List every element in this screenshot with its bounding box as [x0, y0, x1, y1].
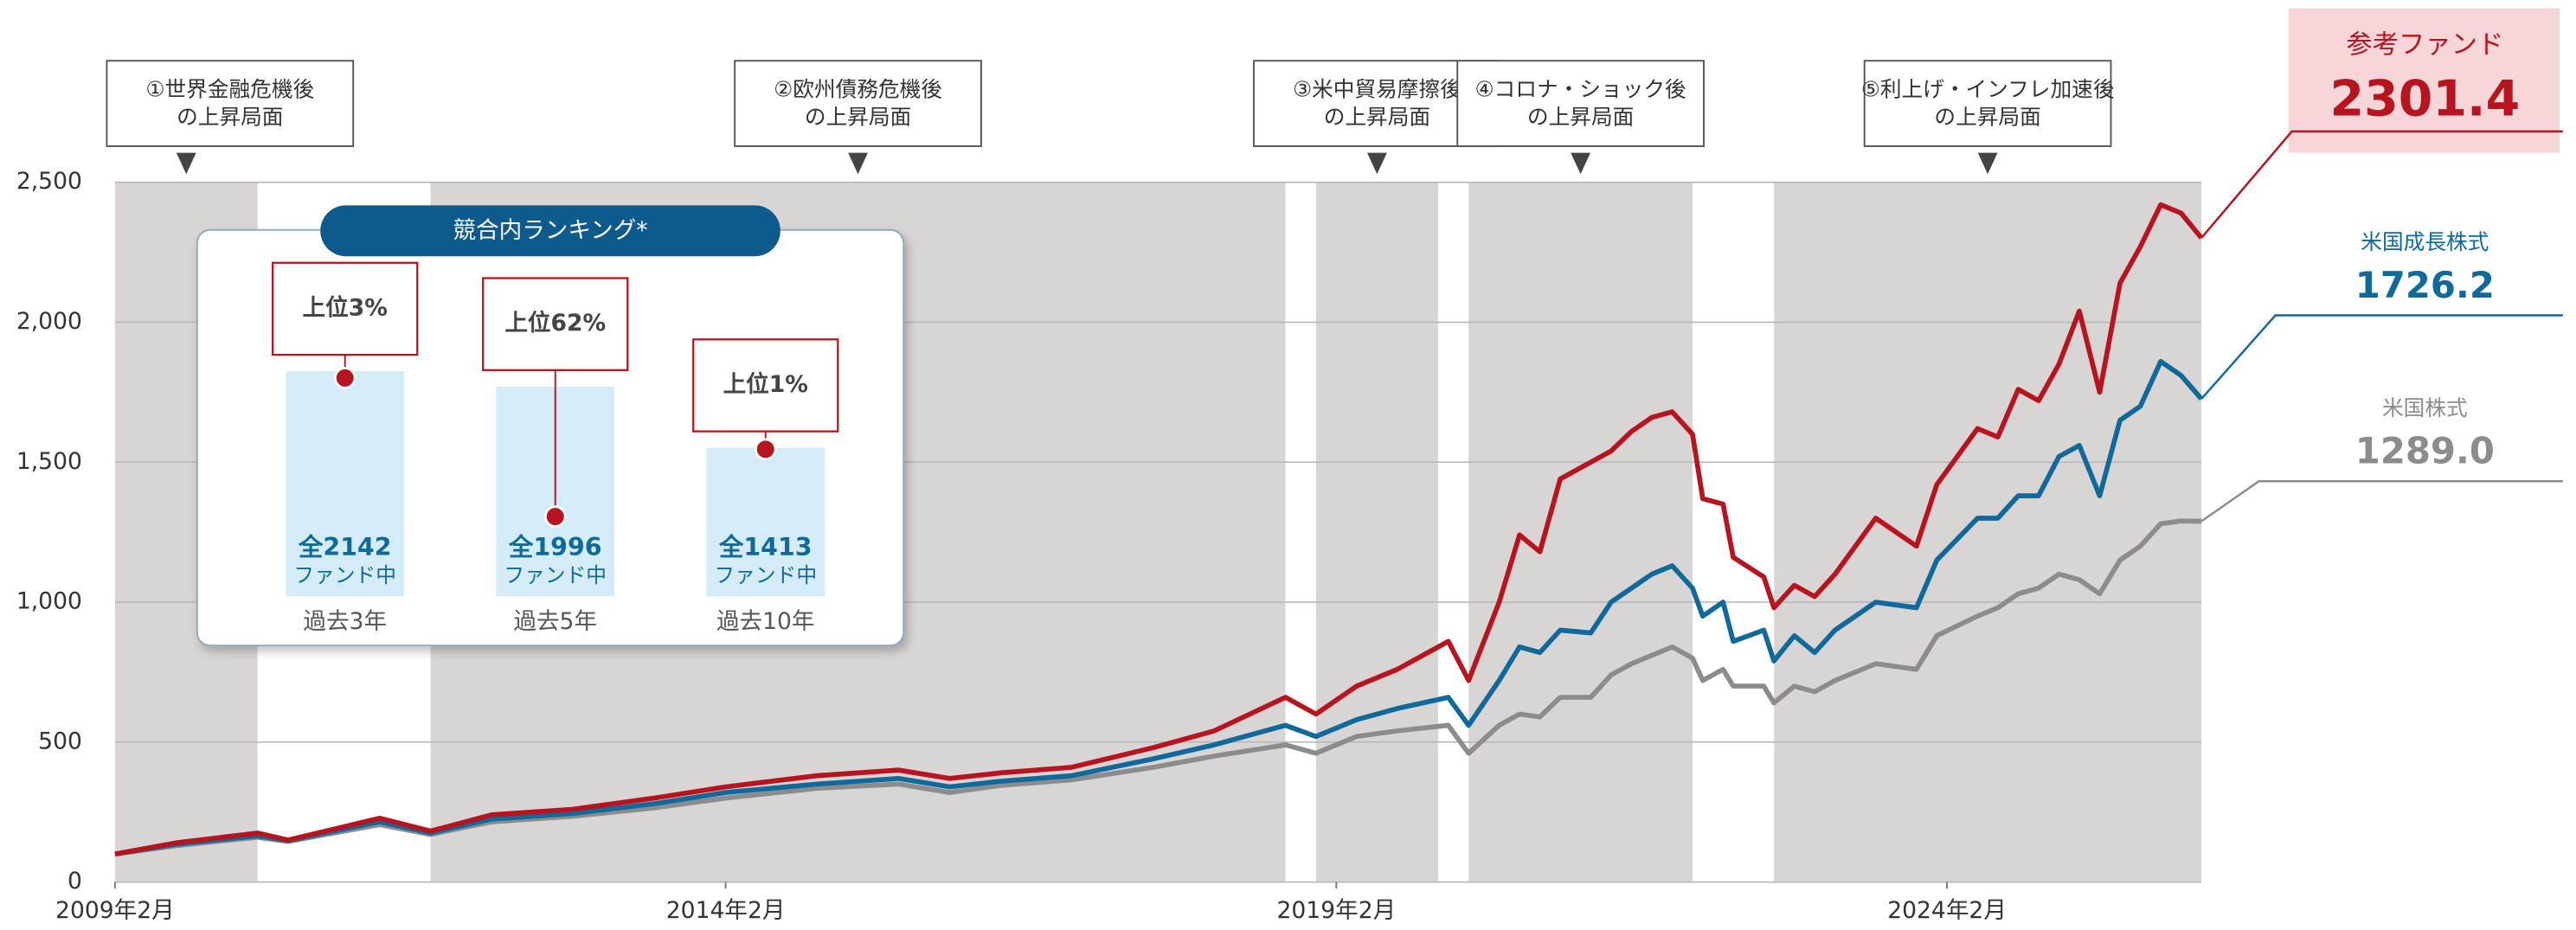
rank-dot — [543, 505, 567, 528]
rank-dot — [333, 367, 357, 389]
rank-period: 過去3年 — [303, 608, 387, 635]
callout-label: の上昇局面 — [177, 105, 283, 130]
callout-pointer — [848, 152, 868, 175]
y-tick-label: 500 — [38, 728, 82, 754]
callouts: ①世界金融危機後の上昇局面②欧州債務危機後の上昇局面③米中貿易摩擦後の上昇局面④… — [106, 60, 2115, 175]
rank-unit: ファンド中 — [293, 563, 396, 587]
callout-label: の上昇局面 — [1324, 105, 1430, 130]
callout-label: ②欧州債務危機後 — [774, 76, 942, 101]
x-tick-label: 2024年2月 — [1887, 897, 2007, 924]
panel-title: 競合内ランキング* — [453, 217, 647, 244]
rank-bar — [286, 371, 405, 597]
highlight-box — [2288, 8, 2560, 153]
rank-unit: ファンド中 — [504, 563, 607, 587]
rank-label: 上位3% — [303, 294, 388, 321]
y-tick-label: 1,500 — [16, 448, 82, 475]
callout-box — [106, 60, 355, 147]
panel-title-pill — [320, 205, 781, 257]
callout-label: ⑤利上げ・インフレ加速後 — [1861, 76, 2115, 101]
callout-label: の上昇局面 — [1934, 105, 2040, 130]
series-end-value: 2301.4 — [2329, 70, 2520, 127]
period-band — [1468, 182, 1693, 882]
callout-pointer — [176, 152, 196, 175]
rank-total: 全1413 — [718, 533, 813, 561]
callout-label: の上昇局面 — [805, 105, 911, 130]
connector — [2200, 480, 2563, 523]
x-tick-label: 2019年2月 — [1276, 897, 1396, 924]
callout-pointer — [1977, 152, 1998, 175]
y-tick-label: 2,000 — [16, 308, 82, 335]
rank-bar — [706, 447, 825, 597]
rank-total: 全2142 — [298, 533, 392, 561]
rank-label-box — [692, 338, 839, 433]
ranking-panel: 競合内ランキング*上位3%全2142ファンド中過去3年上位62%全1996ファン… — [196, 205, 905, 647]
y-tick-label: 1,000 — [16, 588, 82, 615]
callout-box — [734, 60, 982, 147]
callout-label: ①世界金融危機後 — [145, 76, 314, 101]
end-labels: 参考ファンド 2301.4 米国成長株式 1726.2 米国株式 1289.0 — [2200, 8, 2563, 523]
rank-unit: ファンド中 — [714, 563, 817, 587]
series-end-value: 1726.2 — [2355, 264, 2495, 306]
period-band — [1315, 182, 1438, 882]
rank-dot — [754, 438, 777, 461]
y-tick-label: 2,500 — [16, 168, 82, 195]
series-name: 米国株式 — [2382, 395, 2468, 420]
x-tick-label: 2014年2月 — [666, 897, 786, 924]
period-band — [1774, 182, 2202, 882]
series-name: 参考ファンド — [2346, 30, 2503, 61]
series-name: 米国成長株式 — [2361, 229, 2489, 254]
callout-label: ④コロナ・ショック後 — [1475, 76, 1686, 101]
x-tick-label: 2009年2月 — [55, 897, 175, 924]
rank-label: 上位1% — [723, 371, 808, 398]
rank-label: 上位62% — [504, 310, 606, 337]
connector — [2200, 314, 2563, 400]
rank-total: 全1996 — [508, 533, 602, 561]
lines — [114, 202, 2204, 857]
callout-pointer — [1571, 152, 1591, 175]
callout-box — [1863, 60, 2112, 147]
callout-box — [1456, 60, 1705, 147]
series-line — [114, 358, 2204, 857]
y-tick-label: 0 — [67, 868, 82, 895]
rank-period: 過去5年 — [513, 608, 597, 635]
callout-pointer — [1367, 152, 1387, 175]
rank-label-box — [482, 277, 629, 371]
callout-label: の上昇局面 — [1527, 105, 1634, 130]
series-line — [114, 202, 2204, 857]
rank-label-box — [272, 261, 419, 356]
series-line — [114, 518, 2202, 857]
series-end-value: 1289.0 — [2355, 430, 2495, 472]
rank-period: 過去10年 — [716, 608, 815, 635]
callout-label: ③米中貿易摩擦後 — [1293, 76, 1461, 101]
connector — [2200, 130, 2563, 239]
